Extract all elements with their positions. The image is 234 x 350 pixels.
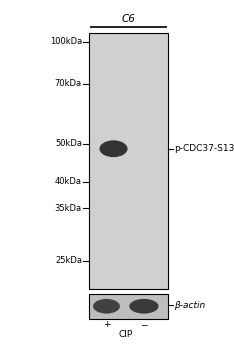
Ellipse shape [129, 299, 159, 314]
Ellipse shape [93, 299, 120, 314]
Text: 70kDa: 70kDa [55, 79, 82, 89]
Bar [89, 294, 168, 318]
Text: −: − [140, 320, 148, 329]
Text: 50kDa: 50kDa [55, 139, 82, 148]
Text: 35kDa: 35kDa [55, 204, 82, 213]
Text: 25kDa: 25kDa [55, 256, 82, 265]
Text: 100kDa: 100kDa [50, 37, 82, 47]
Text: 40kDa: 40kDa [55, 177, 82, 187]
Ellipse shape [99, 140, 128, 157]
Text: p-CDC37-S13: p-CDC37-S13 [174, 144, 234, 153]
Text: CIP: CIP [118, 330, 132, 339]
Text: β-actin: β-actin [174, 301, 206, 310]
Text: C6: C6 [122, 14, 136, 25]
Bar [89, 33, 168, 289]
Text: +: + [103, 320, 110, 329]
